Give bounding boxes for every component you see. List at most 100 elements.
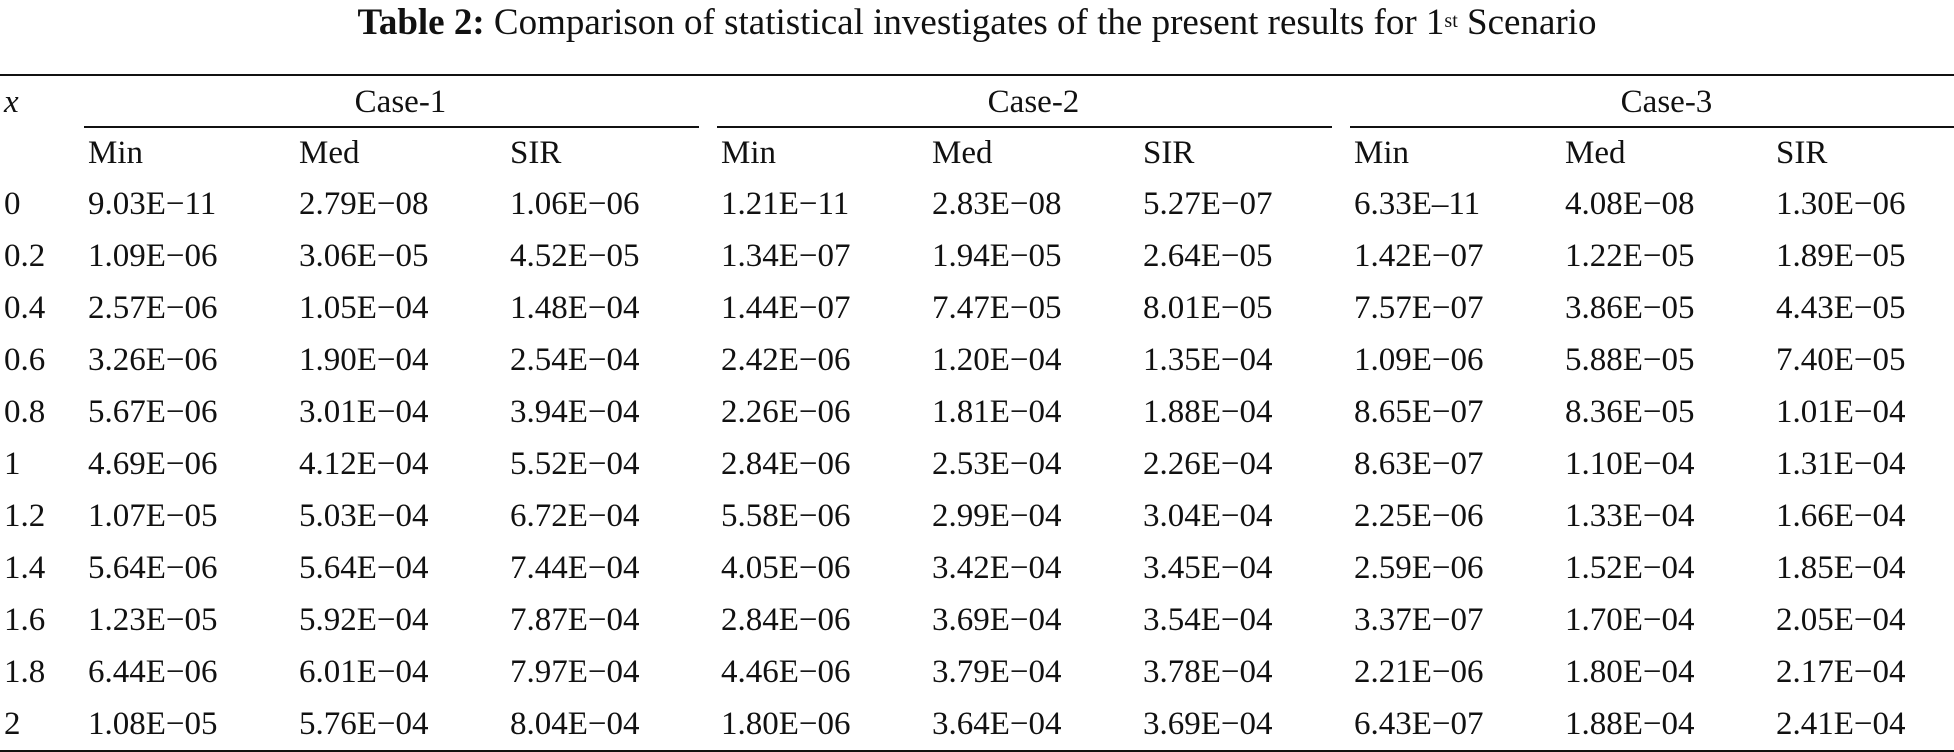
value-cell: 1.09E−06 xyxy=(1354,342,1484,378)
value-cell: 1.35E−04 xyxy=(1143,342,1273,378)
value-cell: 1.88E−04 xyxy=(1565,706,1695,742)
value-cell: 3.69E−04 xyxy=(1143,706,1273,742)
value-cell: 9.03E−11 xyxy=(88,186,217,222)
value-cell: 4.08E−08 xyxy=(1565,186,1695,222)
table-row: 0.6 3.26E−06 1.90E−04 2.54E−04 2.42E−06 1.20E… xyxy=(0,334,1954,386)
value-cell: 1.52E−04 xyxy=(1565,550,1695,586)
table-row: 1.6 1.23E−05 5.92E−04 7.87E−04 2.84E−06 3.69E… xyxy=(0,594,1954,646)
table-row: 0 9.03E−11 2.79E−08 1.06E−06 1.21E−11 2.83E−0… xyxy=(0,178,1954,230)
value-cell: 1.09E−06 xyxy=(88,238,218,274)
value-cell: 3.54E−04 xyxy=(1143,602,1273,638)
value-cell: 7.44E−04 xyxy=(510,550,640,586)
value-cell: 5.64E−04 xyxy=(299,550,429,586)
value-cell: 1.20E−04 xyxy=(932,342,1062,378)
value-cell: 3.04E−04 xyxy=(1143,498,1273,534)
value-cell: 5.64E−06 xyxy=(88,550,218,586)
value-cell: 2.64E−05 xyxy=(1143,238,1273,274)
value-cell: 1.81E−04 xyxy=(932,394,1062,430)
table-row: 1.2 1.07E−05 5.03E−04 6.72E−04 5.58E−06 2.99E… xyxy=(0,490,1954,542)
case-header: Case-1 xyxy=(84,75,717,128)
sub-column-header: Med xyxy=(1565,135,1626,171)
value-cell: 6.43E−07 xyxy=(1354,706,1484,742)
case-header-row: x Case-1 Case-2 Case-3 xyxy=(0,75,1954,128)
value-cell: 6.44E−06 xyxy=(88,654,218,690)
value-cell: 1.34E−07 xyxy=(721,238,851,274)
value-cell: 7.97E−04 xyxy=(510,654,640,690)
value-cell: 1.30E−06 xyxy=(1776,186,1906,222)
sub-column-header: Min xyxy=(88,135,144,171)
value-cell: 8.36E−05 xyxy=(1565,394,1695,430)
value-cell: 5.67E−06 xyxy=(88,394,218,430)
x-value-cell: 0.8 xyxy=(4,394,46,430)
value-cell: 3.64E−04 xyxy=(932,706,1062,742)
results-table: x Case-1 Case-2 Case-3 Min Med SIR Min M… xyxy=(0,74,1954,752)
value-cell: 1.07E−05 xyxy=(88,498,218,534)
value-cell: 3.78E−04 xyxy=(1143,654,1273,690)
value-cell: 2.83E−08 xyxy=(932,186,1062,222)
sub-column-header: SIR xyxy=(1143,135,1195,171)
value-cell: 2.42E−06 xyxy=(721,342,851,378)
value-cell: 8.01E−05 xyxy=(1143,290,1273,326)
value-cell: 2.26E−06 xyxy=(721,394,851,430)
value-cell: 1.21E−11 xyxy=(721,186,850,222)
sub-header-row: Min Med SIR Min Med SIR Min Med SIR xyxy=(0,128,1954,178)
table-row: 1.8 6.44E−06 6.01E−04 7.97E−04 4.46E−06 3.79E… xyxy=(0,646,1954,698)
sub-column-header: SIR xyxy=(510,135,562,171)
value-cell: 7.40E−05 xyxy=(1776,342,1906,378)
table-body: 0 9.03E−11 2.79E−08 1.06E−06 1.21E−11 2.83E−0… xyxy=(0,178,1954,751)
sub-column-header: SIR xyxy=(1776,135,1828,171)
value-cell: 1.70E−04 xyxy=(1565,602,1695,638)
x-value-cell: 2 xyxy=(4,706,21,742)
table-caption-text-end: Scenario xyxy=(1457,2,1597,43)
value-cell: 1.22E−05 xyxy=(1565,238,1695,274)
value-cell: 1.88E−04 xyxy=(1143,394,1273,430)
x-column-header: x xyxy=(4,84,19,120)
value-cell: 8.65E−07 xyxy=(1354,394,1484,430)
value-cell: 5.03E−04 xyxy=(299,498,429,534)
value-cell: 6.01E−04 xyxy=(299,654,429,690)
value-cell: 1.42E−07 xyxy=(1354,238,1484,274)
table-row: 1 4.69E−06 4.12E−04 5.52E−04 2.84E−06 2.53E−0… xyxy=(0,438,1954,490)
value-cell: 8.04E−04 xyxy=(510,706,640,742)
value-cell: 4.05E−06 xyxy=(721,550,851,586)
value-cell: 1.01E−04 xyxy=(1776,394,1906,430)
value-cell: 2.99E−04 xyxy=(932,498,1062,534)
sub-column-header: Min xyxy=(721,135,777,171)
value-cell: 2.26E−04 xyxy=(1143,446,1273,482)
value-cell: 3.79E−04 xyxy=(932,654,1062,690)
value-cell: 1.10E−04 xyxy=(1565,446,1695,482)
table-row: 0.4 2.57E−06 1.05E−04 1.48E−04 1.44E−07 7.47E… xyxy=(0,282,1954,334)
value-cell: 3.94E−04 xyxy=(510,394,640,430)
value-cell: 8.63E−07 xyxy=(1354,446,1484,482)
value-cell: 1.66E−04 xyxy=(1776,498,1906,534)
value-cell: 1.48E−04 xyxy=(510,290,640,326)
value-cell: 2.59E−06 xyxy=(1354,550,1484,586)
case-header: Case-2 xyxy=(717,75,1350,128)
value-cell: 1.31E−04 xyxy=(1776,446,1906,482)
value-cell: 1.89E−05 xyxy=(1776,238,1906,274)
case-header-rule xyxy=(1350,126,1954,128)
value-cell: 7.87E−04 xyxy=(510,602,640,638)
table-row: 0.8 5.67E−06 3.01E−04 3.94E−04 2.26E−06 1.81E… xyxy=(0,386,1954,438)
value-cell: 3.86E−05 xyxy=(1565,290,1695,326)
value-cell: 1.80E−06 xyxy=(721,706,851,742)
x-value-cell: 1.2 xyxy=(4,498,46,534)
sub-column-header: Med xyxy=(299,135,360,171)
value-cell: 2.79E−08 xyxy=(299,186,429,222)
x-value-cell: 1.8 xyxy=(4,654,46,690)
value-cell: 3.06E−05 xyxy=(299,238,429,274)
value-cell: 4.52E−05 xyxy=(510,238,640,274)
x-value-cell: 1.6 xyxy=(4,602,46,638)
table-row: 1.4 5.64E−06 5.64E−04 7.44E−04 4.05E−06 3.42E… xyxy=(0,542,1954,594)
value-cell: 2.41E−04 xyxy=(1776,706,1906,742)
sub-column-header: Med xyxy=(932,135,993,171)
case-header-label: Case-2 xyxy=(987,84,1080,120)
value-cell: 1.44E−07 xyxy=(721,290,851,326)
value-cell: 1.90E−04 xyxy=(299,342,429,378)
value-cell: 2.53E−04 xyxy=(932,446,1062,482)
table-caption: Table 2: Comparison of statistical inves… xyxy=(0,0,1954,56)
value-cell: 1.80E−04 xyxy=(1565,654,1695,690)
case-header-rule xyxy=(84,126,699,128)
value-cell: 2.84E−06 xyxy=(721,602,851,638)
value-cell: 1.05E−04 xyxy=(299,290,429,326)
